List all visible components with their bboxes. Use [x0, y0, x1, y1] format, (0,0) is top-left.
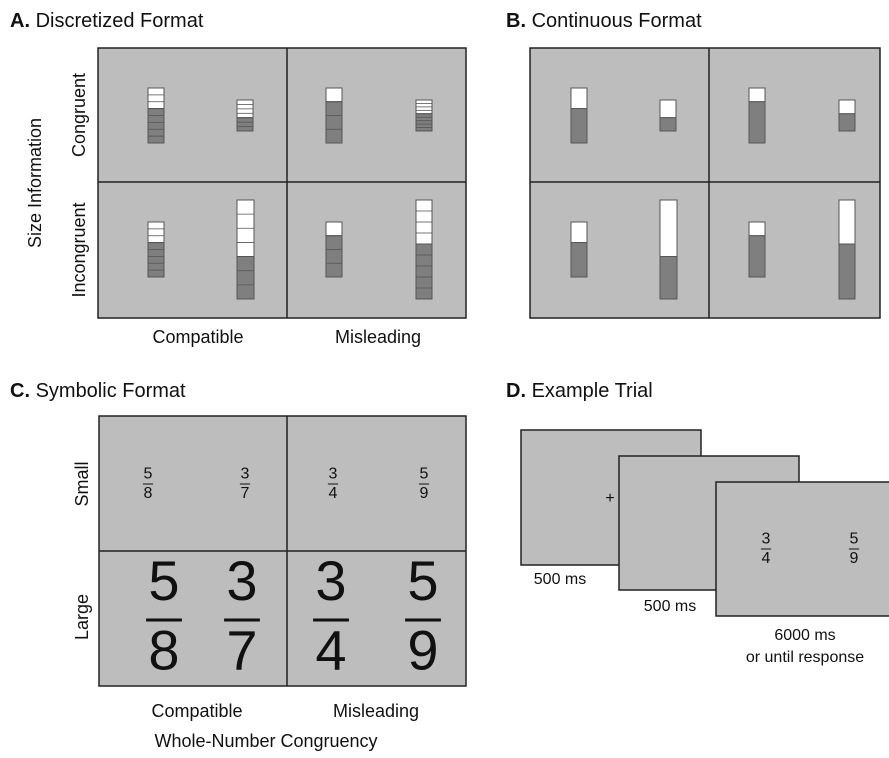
numerator: 5 — [420, 465, 429, 482]
bar-filled — [838, 113, 856, 132]
fixation-cross: + — [605, 490, 614, 507]
y-axis-label: Size Information — [25, 118, 45, 248]
duration-label: 500 ms — [534, 571, 586, 588]
denominator: 4 — [762, 550, 771, 567]
duration-label: 6000 ms — [774, 627, 835, 644]
denominator: 4 — [315, 619, 346, 682]
duration-label: or until response — [746, 649, 864, 666]
bar-filled — [570, 242, 588, 278]
panel-title: B. Continuous Format — [506, 10, 702, 32]
panel-letter: C. — [10, 380, 30, 402]
bar-filled — [325, 101, 343, 144]
bar-empty — [838, 199, 856, 245]
bar-filled — [659, 117, 677, 132]
bar-filled — [659, 256, 678, 300]
numerator: 3 — [241, 465, 250, 482]
bar-filled — [325, 235, 343, 278]
panel-name: Example Trial — [532, 380, 653, 402]
column-label: Compatible — [152, 327, 243, 347]
panel-b-box — [529, 47, 881, 319]
panel-title: C. Symbolic Format — [10, 380, 186, 402]
numerator: 3 — [315, 549, 346, 612]
denominator: 7 — [241, 485, 250, 502]
bar-empty — [748, 221, 766, 237]
panel-name: Continuous Format — [532, 10, 703, 32]
panel-title: A. Discretized Format — [10, 10, 204, 32]
denominator: 8 — [144, 485, 153, 502]
bar-empty — [570, 87, 588, 110]
numerator: 5 — [148, 549, 179, 612]
panel-letter: A. — [10, 10, 30, 32]
column-label: Misleading — [335, 327, 421, 347]
bar-filled — [236, 117, 254, 132]
bar-empty — [147, 221, 165, 244]
panel-letter: B. — [506, 10, 526, 32]
panel-name: Symbolic Format — [36, 380, 186, 402]
bar-filled — [748, 101, 766, 144]
bar-empty — [570, 221, 588, 244]
row-label: Small — [72, 461, 92, 506]
column-label: Compatible — [151, 701, 242, 721]
bar-filled — [570, 108, 588, 144]
denominator: 4 — [329, 485, 338, 502]
duration-label: 500 ms — [644, 598, 696, 615]
denominator: 8 — [148, 619, 179, 682]
bar-filled — [236, 256, 255, 300]
denominator: 9 — [420, 485, 429, 502]
bar-filled — [147, 108, 165, 144]
panel-name: Discretized Format — [36, 10, 204, 32]
bar-empty — [748, 87, 766, 103]
bar-filled — [415, 243, 433, 300]
bar-filled — [415, 113, 433, 132]
denominator: 9 — [407, 619, 438, 682]
numerator: 3 — [226, 549, 257, 612]
numerator: 5 — [407, 549, 438, 612]
bar-empty — [659, 199, 678, 258]
denominator: 7 — [226, 619, 257, 682]
bar-empty — [325, 221, 343, 237]
bar-empty — [659, 99, 677, 119]
numerator: 3 — [762, 530, 771, 547]
bar-filled — [838, 243, 856, 300]
denominator: 9 — [850, 550, 859, 567]
x-axis-label: Whole-Number Congruency — [154, 731, 377, 751]
column-label: Misleading — [333, 701, 419, 721]
bar-empty — [838, 99, 856, 115]
numerator: 3 — [329, 465, 338, 482]
panel-title: D. Example Trial — [506, 380, 653, 402]
bar-filled — [748, 235, 766, 278]
panel-letter: D. — [506, 380, 526, 402]
numerator: 5 — [144, 465, 153, 482]
row-label: Incongruent — [69, 202, 89, 297]
bar-empty — [147, 87, 165, 110]
row-label: Congruent — [69, 73, 89, 157]
bar-empty — [325, 87, 343, 103]
numerator: 5 — [850, 530, 859, 547]
bar-filled — [147, 242, 165, 278]
row-label: Large — [72, 594, 92, 640]
screen — [715, 481, 889, 617]
